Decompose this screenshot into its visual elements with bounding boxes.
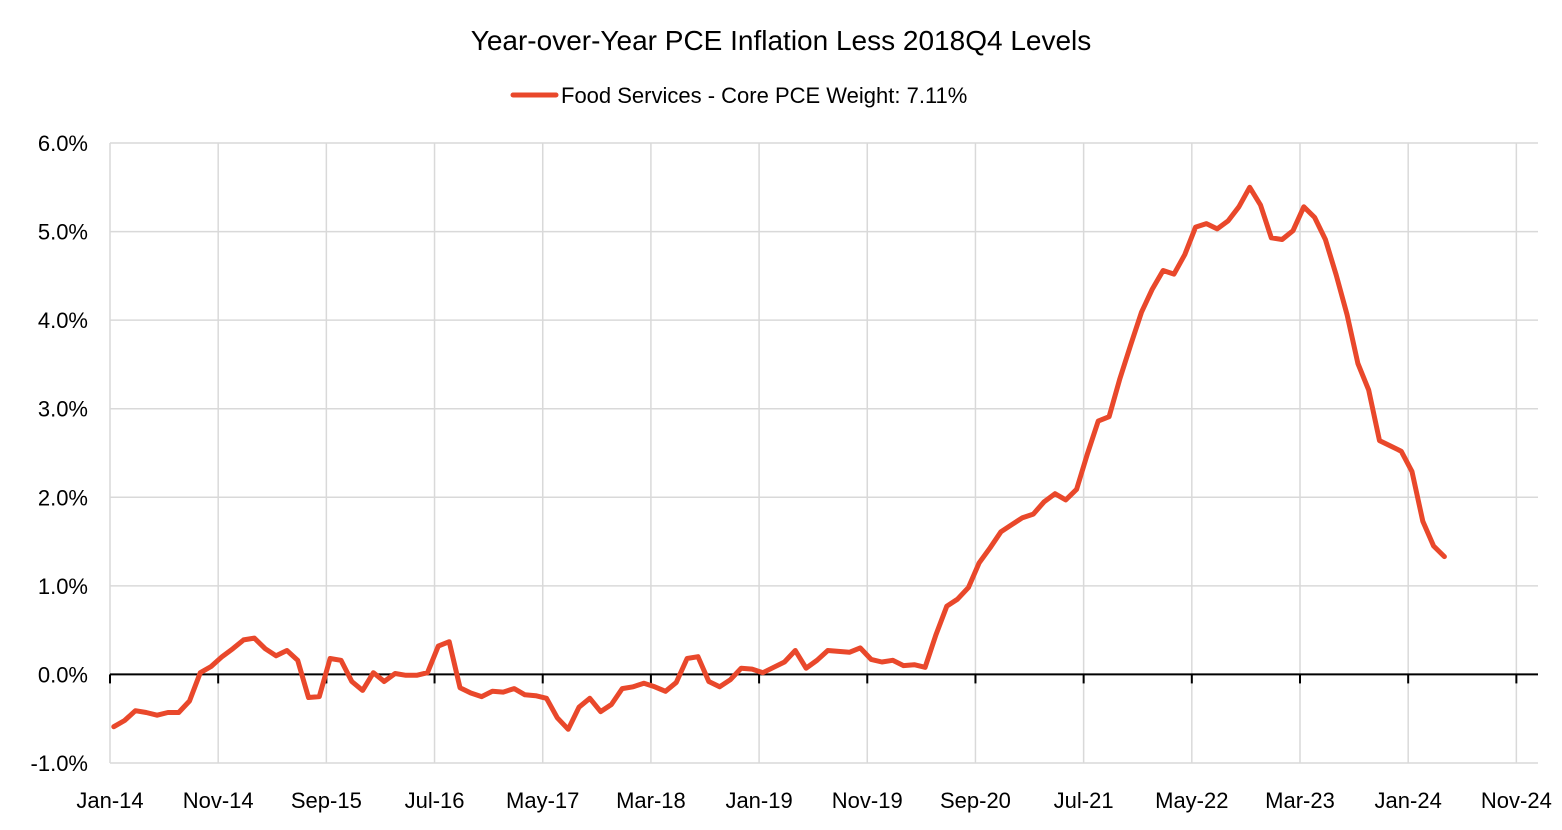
y-tick-label: -1.0% <box>31 751 88 776</box>
y-tick-label: 0.0% <box>38 662 88 687</box>
y-tick-label: 1.0% <box>38 574 88 599</box>
x-tick-label: Nov-19 <box>832 788 903 813</box>
y-tick-label: 5.0% <box>38 220 88 245</box>
x-tick-label: Jan-24 <box>1375 788 1442 813</box>
x-tick-label: Sep-20 <box>940 788 1011 813</box>
x-tick-label: Nov-24 <box>1481 788 1552 813</box>
x-tick-label: Jul-21 <box>1054 788 1114 813</box>
y-tick-label: 3.0% <box>38 397 88 422</box>
x-tick-label: Mar-18 <box>616 788 686 813</box>
x-tick-label: May-17 <box>506 788 579 813</box>
series-line-food-services <box>111 184 1447 732</box>
x-tick-label: Nov-14 <box>183 788 254 813</box>
series-group <box>111 184 1447 732</box>
legend-label: Food Services - Core PCE Weight: 7.11% <box>561 83 967 108</box>
y-tick-label: 6.0% <box>38 131 88 156</box>
gridlines <box>109 142 1538 764</box>
x-tick-label: Jan-14 <box>76 788 143 813</box>
x-tick-label: Sep-15 <box>291 788 362 813</box>
x-tick-label: Jan-19 <box>725 788 792 813</box>
chart-title: Year-over-Year PCE Inflation Less 2018Q4… <box>471 25 1092 56</box>
y-tick-label: 4.0% <box>38 308 88 333</box>
x-tick-label: Jul-16 <box>405 788 465 813</box>
x-tick-label: May-22 <box>1155 788 1228 813</box>
legend: Food Services - Core PCE Weight: 7.11% <box>510 83 967 108</box>
x-tick-label: Mar-23 <box>1265 788 1335 813</box>
y-tick-label: 2.0% <box>38 485 88 510</box>
tick-labels: Jan-14 Nov-14 Sep-15 Jul-16 May-17 Mar-18 Jan-… <box>31 131 1552 813</box>
